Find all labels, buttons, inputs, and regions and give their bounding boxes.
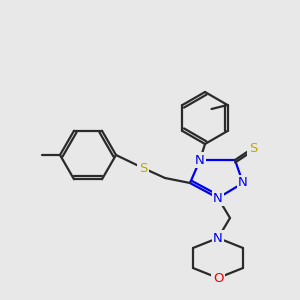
Text: S: S (139, 161, 147, 175)
Text: N: N (195, 154, 205, 166)
Text: O: O (213, 272, 223, 284)
Text: N: N (213, 232, 223, 244)
Text: N: N (213, 191, 223, 205)
Text: S: S (249, 142, 257, 154)
Text: N: N (238, 176, 248, 190)
